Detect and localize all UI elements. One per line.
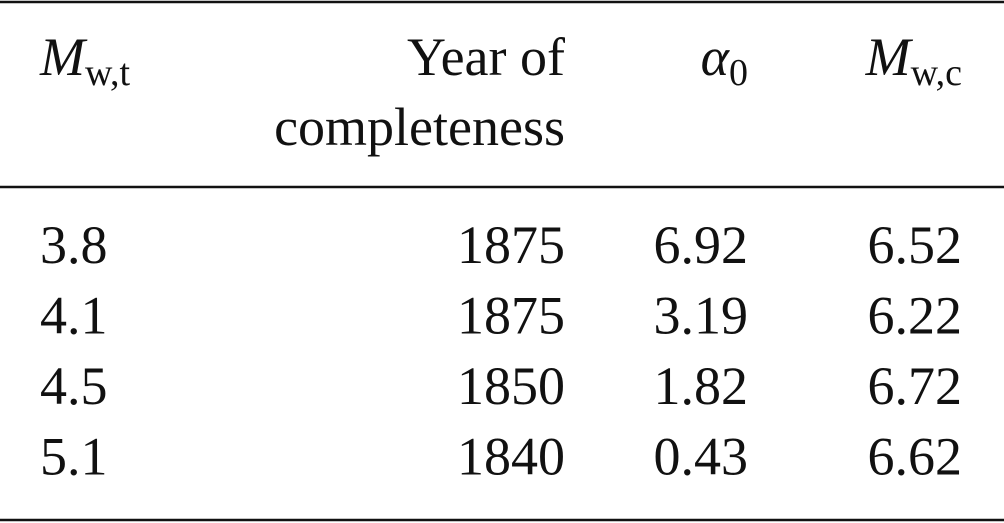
table-cell: 5.1 xyxy=(40,427,108,487)
header-cell: Mw,c xyxy=(865,27,962,94)
table-cell: 1850 xyxy=(457,356,565,416)
table-cell: 6.22 xyxy=(868,286,963,346)
header-cell: Mw,t xyxy=(39,27,130,94)
header-cell: α0 xyxy=(701,27,748,94)
table-cell: 0.43 xyxy=(654,427,749,487)
header-cell: completeness xyxy=(274,97,565,157)
header-subscript: w,c xyxy=(911,52,962,94)
table-cell: 4.5 xyxy=(40,356,108,416)
header-cell: Year of xyxy=(407,27,565,87)
header-subscript: 0 xyxy=(729,52,748,94)
header-symbol: α xyxy=(701,27,731,87)
header-symbol: M xyxy=(865,27,914,87)
table-cell: 6.72 xyxy=(868,356,963,416)
table-cell: 1875 xyxy=(457,215,565,275)
table-cell: 6.52 xyxy=(868,215,963,275)
table-cell: 1875 xyxy=(457,286,565,346)
table-cell: 6.62 xyxy=(868,427,963,487)
table-cell: 3.8 xyxy=(40,215,108,275)
header-symbol: M xyxy=(39,27,88,87)
header-subscript: w,t xyxy=(85,52,130,94)
table-cell: 4.1 xyxy=(40,286,108,346)
table-cell: 6.92 xyxy=(654,215,749,275)
table-cell: 1.82 xyxy=(654,356,749,416)
table-cell: 1840 xyxy=(457,427,565,487)
table-cell: 3.19 xyxy=(654,286,749,346)
